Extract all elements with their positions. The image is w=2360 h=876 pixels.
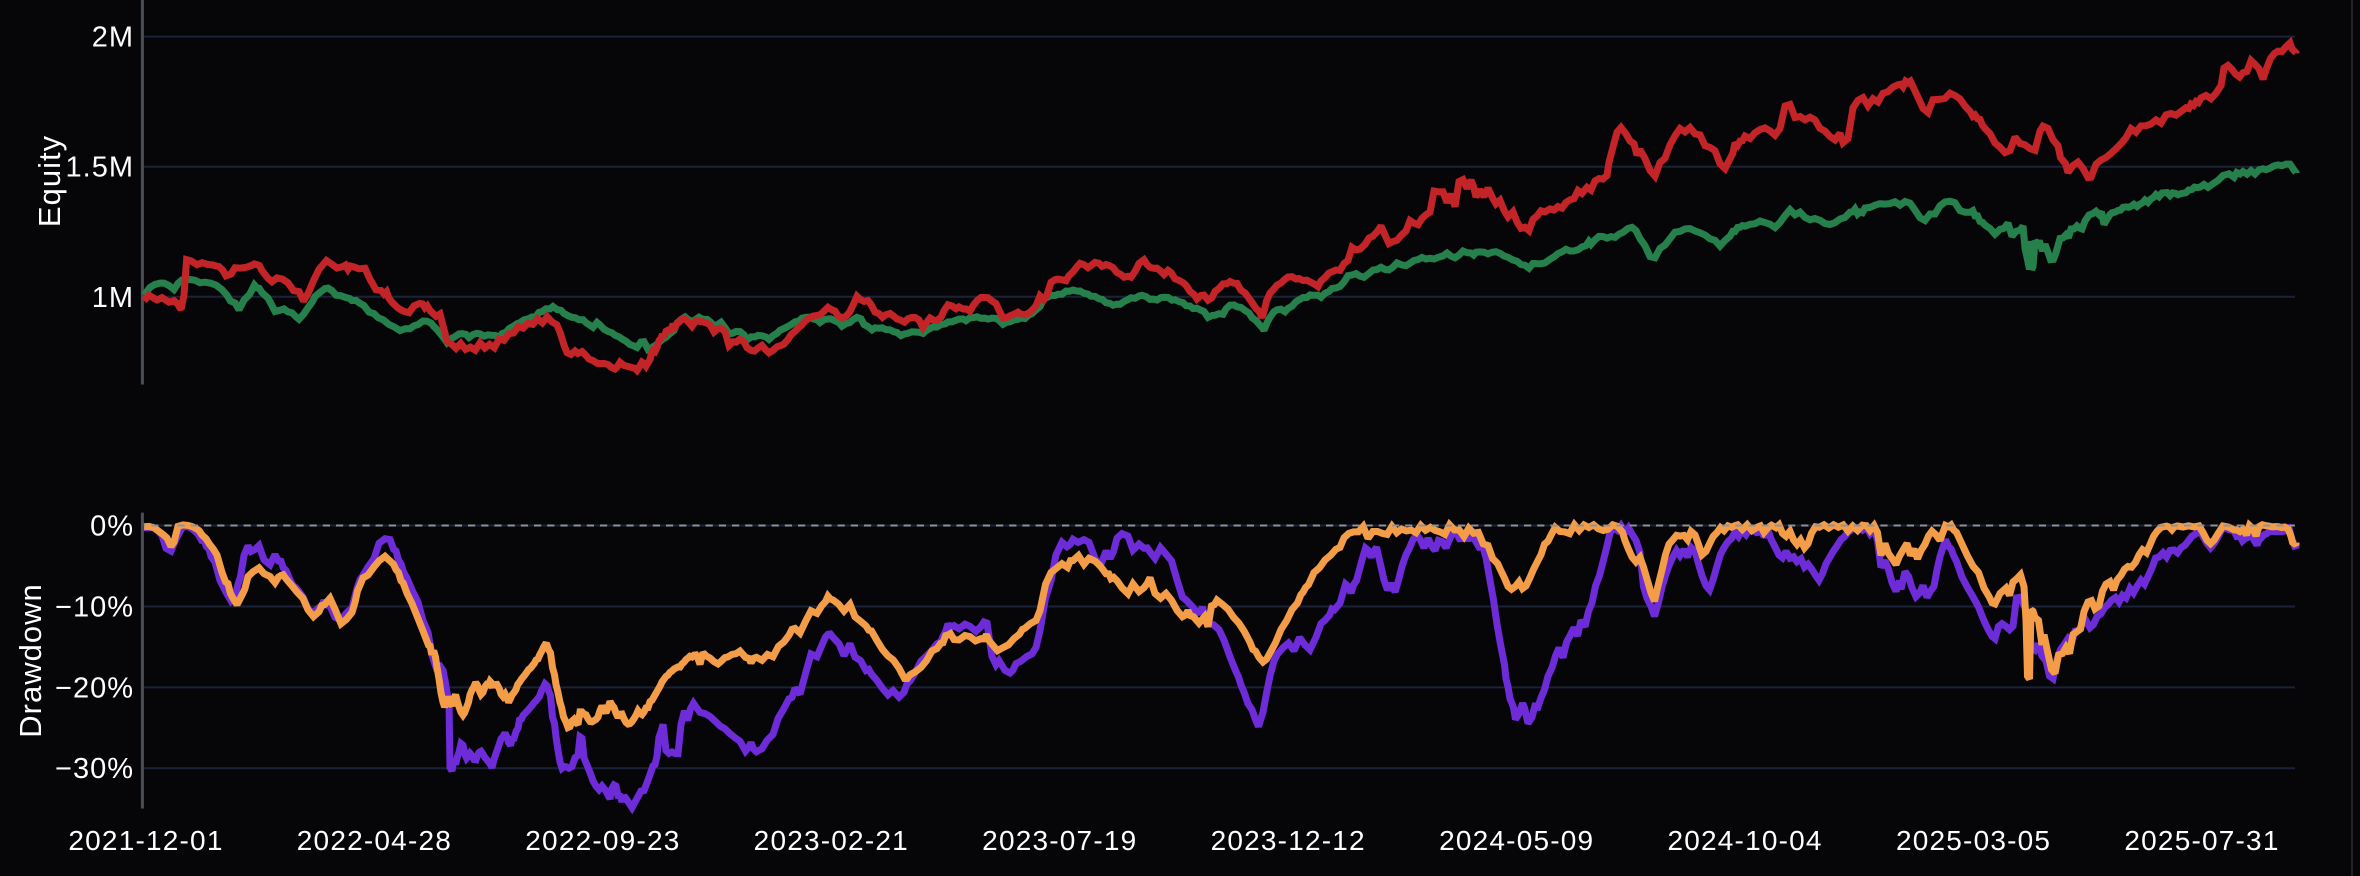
svg-text:2022-04-28: 2022-04-28 xyxy=(297,825,452,856)
svg-text:2022-09-23: 2022-09-23 xyxy=(525,825,680,856)
svg-text:2023-02-21: 2023-02-21 xyxy=(754,825,909,856)
svg-text:1M: 1M xyxy=(92,282,134,314)
svg-text:Drawdown: Drawdown xyxy=(13,583,48,737)
svg-text:2021-12-01: 2021-12-01 xyxy=(68,825,223,856)
svg-text:−20%: −20% xyxy=(55,672,134,704)
svg-text:0%: 0% xyxy=(90,511,134,543)
svg-text:2024-05-09: 2024-05-09 xyxy=(1439,825,1594,856)
svg-text:2024-10-04: 2024-10-04 xyxy=(1667,825,1822,856)
svg-text:2023-12-12: 2023-12-12 xyxy=(1211,825,1366,856)
svg-text:2025-03-05: 2025-03-05 xyxy=(1896,825,2051,856)
svg-text:1.5M: 1.5M xyxy=(66,152,134,184)
svg-text:−30%: −30% xyxy=(55,753,134,785)
svg-text:2023-07-19: 2023-07-19 xyxy=(982,825,1137,856)
svg-text:Equity: Equity xyxy=(32,135,67,227)
svg-text:2M: 2M xyxy=(92,22,134,54)
svg-text:2025-07-31: 2025-07-31 xyxy=(2124,825,2279,856)
svg-text:−10%: −10% xyxy=(55,592,134,624)
